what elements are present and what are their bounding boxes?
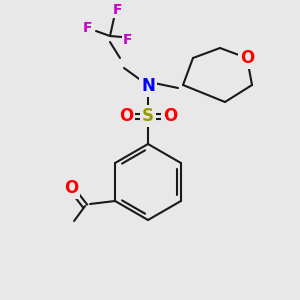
Text: F: F xyxy=(83,21,93,35)
Text: F: F xyxy=(113,3,123,17)
Text: O: O xyxy=(64,179,78,197)
Text: O: O xyxy=(240,49,254,67)
Text: N: N xyxy=(141,77,155,95)
Text: O: O xyxy=(119,107,133,125)
Text: S: S xyxy=(142,107,154,125)
Text: F: F xyxy=(123,33,133,47)
Text: O: O xyxy=(163,107,177,125)
